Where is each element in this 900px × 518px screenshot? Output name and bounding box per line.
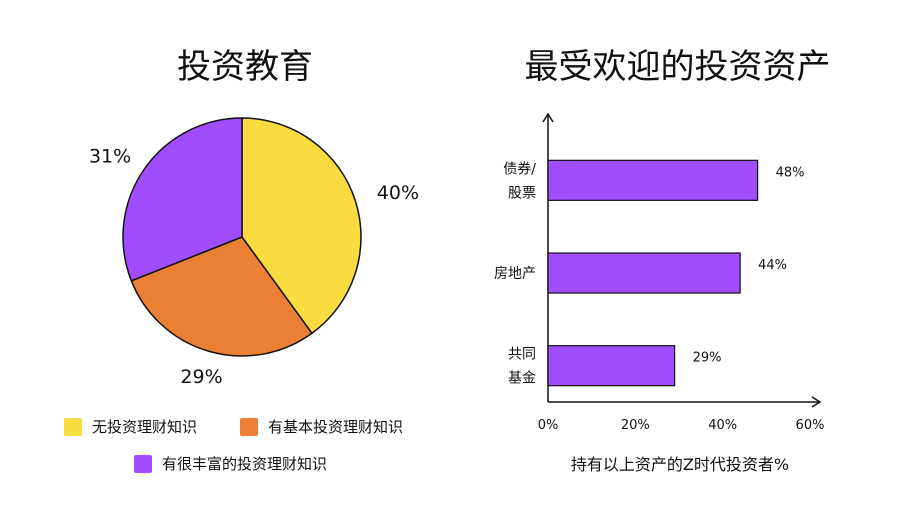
bar-value-label: 48% <box>776 165 805 180</box>
legend-item-basic-knowledge: 有基本投资理财知识 <box>240 416 403 437</box>
y-category-label: 股票 <box>508 185 536 201</box>
pie-slice-label: 29% <box>180 366 222 388</box>
bar-chart-x-axis-label: 持有以上资产的Z时代投资者% <box>570 455 790 474</box>
legend-swatch-yellow <box>64 417 82 436</box>
x-tick-label: 0% <box>538 418 559 433</box>
pie-chart: 40% 29% 31% <box>89 117 419 388</box>
legend-label: 有很丰富的投资理财知识 <box>162 455 328 473</box>
bar <box>547 252 741 294</box>
y-category-label: 房地产 <box>494 266 536 282</box>
pie-slice <box>122 117 243 282</box>
bar <box>547 159 759 201</box>
pie-slice <box>130 236 313 357</box>
bar-value-label: 44% <box>758 258 787 273</box>
bar-value-label: 29% <box>693 351 722 366</box>
bar <box>547 345 676 387</box>
legend-swatch-orange <box>240 417 258 436</box>
y-category-label: 基金 <box>508 370 536 387</box>
pie-slice <box>241 117 362 335</box>
legend-label: 有基本投资理财知识 <box>268 418 404 436</box>
x-tick-label: 60% <box>796 418 825 433</box>
x-tick-label: 40% <box>708 418 737 433</box>
legend-label: 无投资理财知识 <box>92 418 198 436</box>
legend-item-rich-knowledge: 有很丰富的投资理财知识 <box>134 453 327 474</box>
x-axis-arrow <box>811 396 822 408</box>
x-tick-label: 20% <box>621 418 650 433</box>
bar-chart-title: 最受欢迎的投资资产 <box>524 47 831 87</box>
legend-swatch-purple <box>134 454 152 473</box>
y-category-label: 共同 <box>508 347 536 363</box>
pie-slice-label: 40% <box>377 182 419 204</box>
y-axis-arrow <box>542 112 554 123</box>
legend-item-no-knowledge: 无投资理财知识 <box>64 416 197 437</box>
y-category-label: 债券/ <box>503 161 536 177</box>
pie-chart-title: 投资教育 <box>177 47 313 87</box>
pie-slice-label: 31% <box>89 145 131 167</box>
